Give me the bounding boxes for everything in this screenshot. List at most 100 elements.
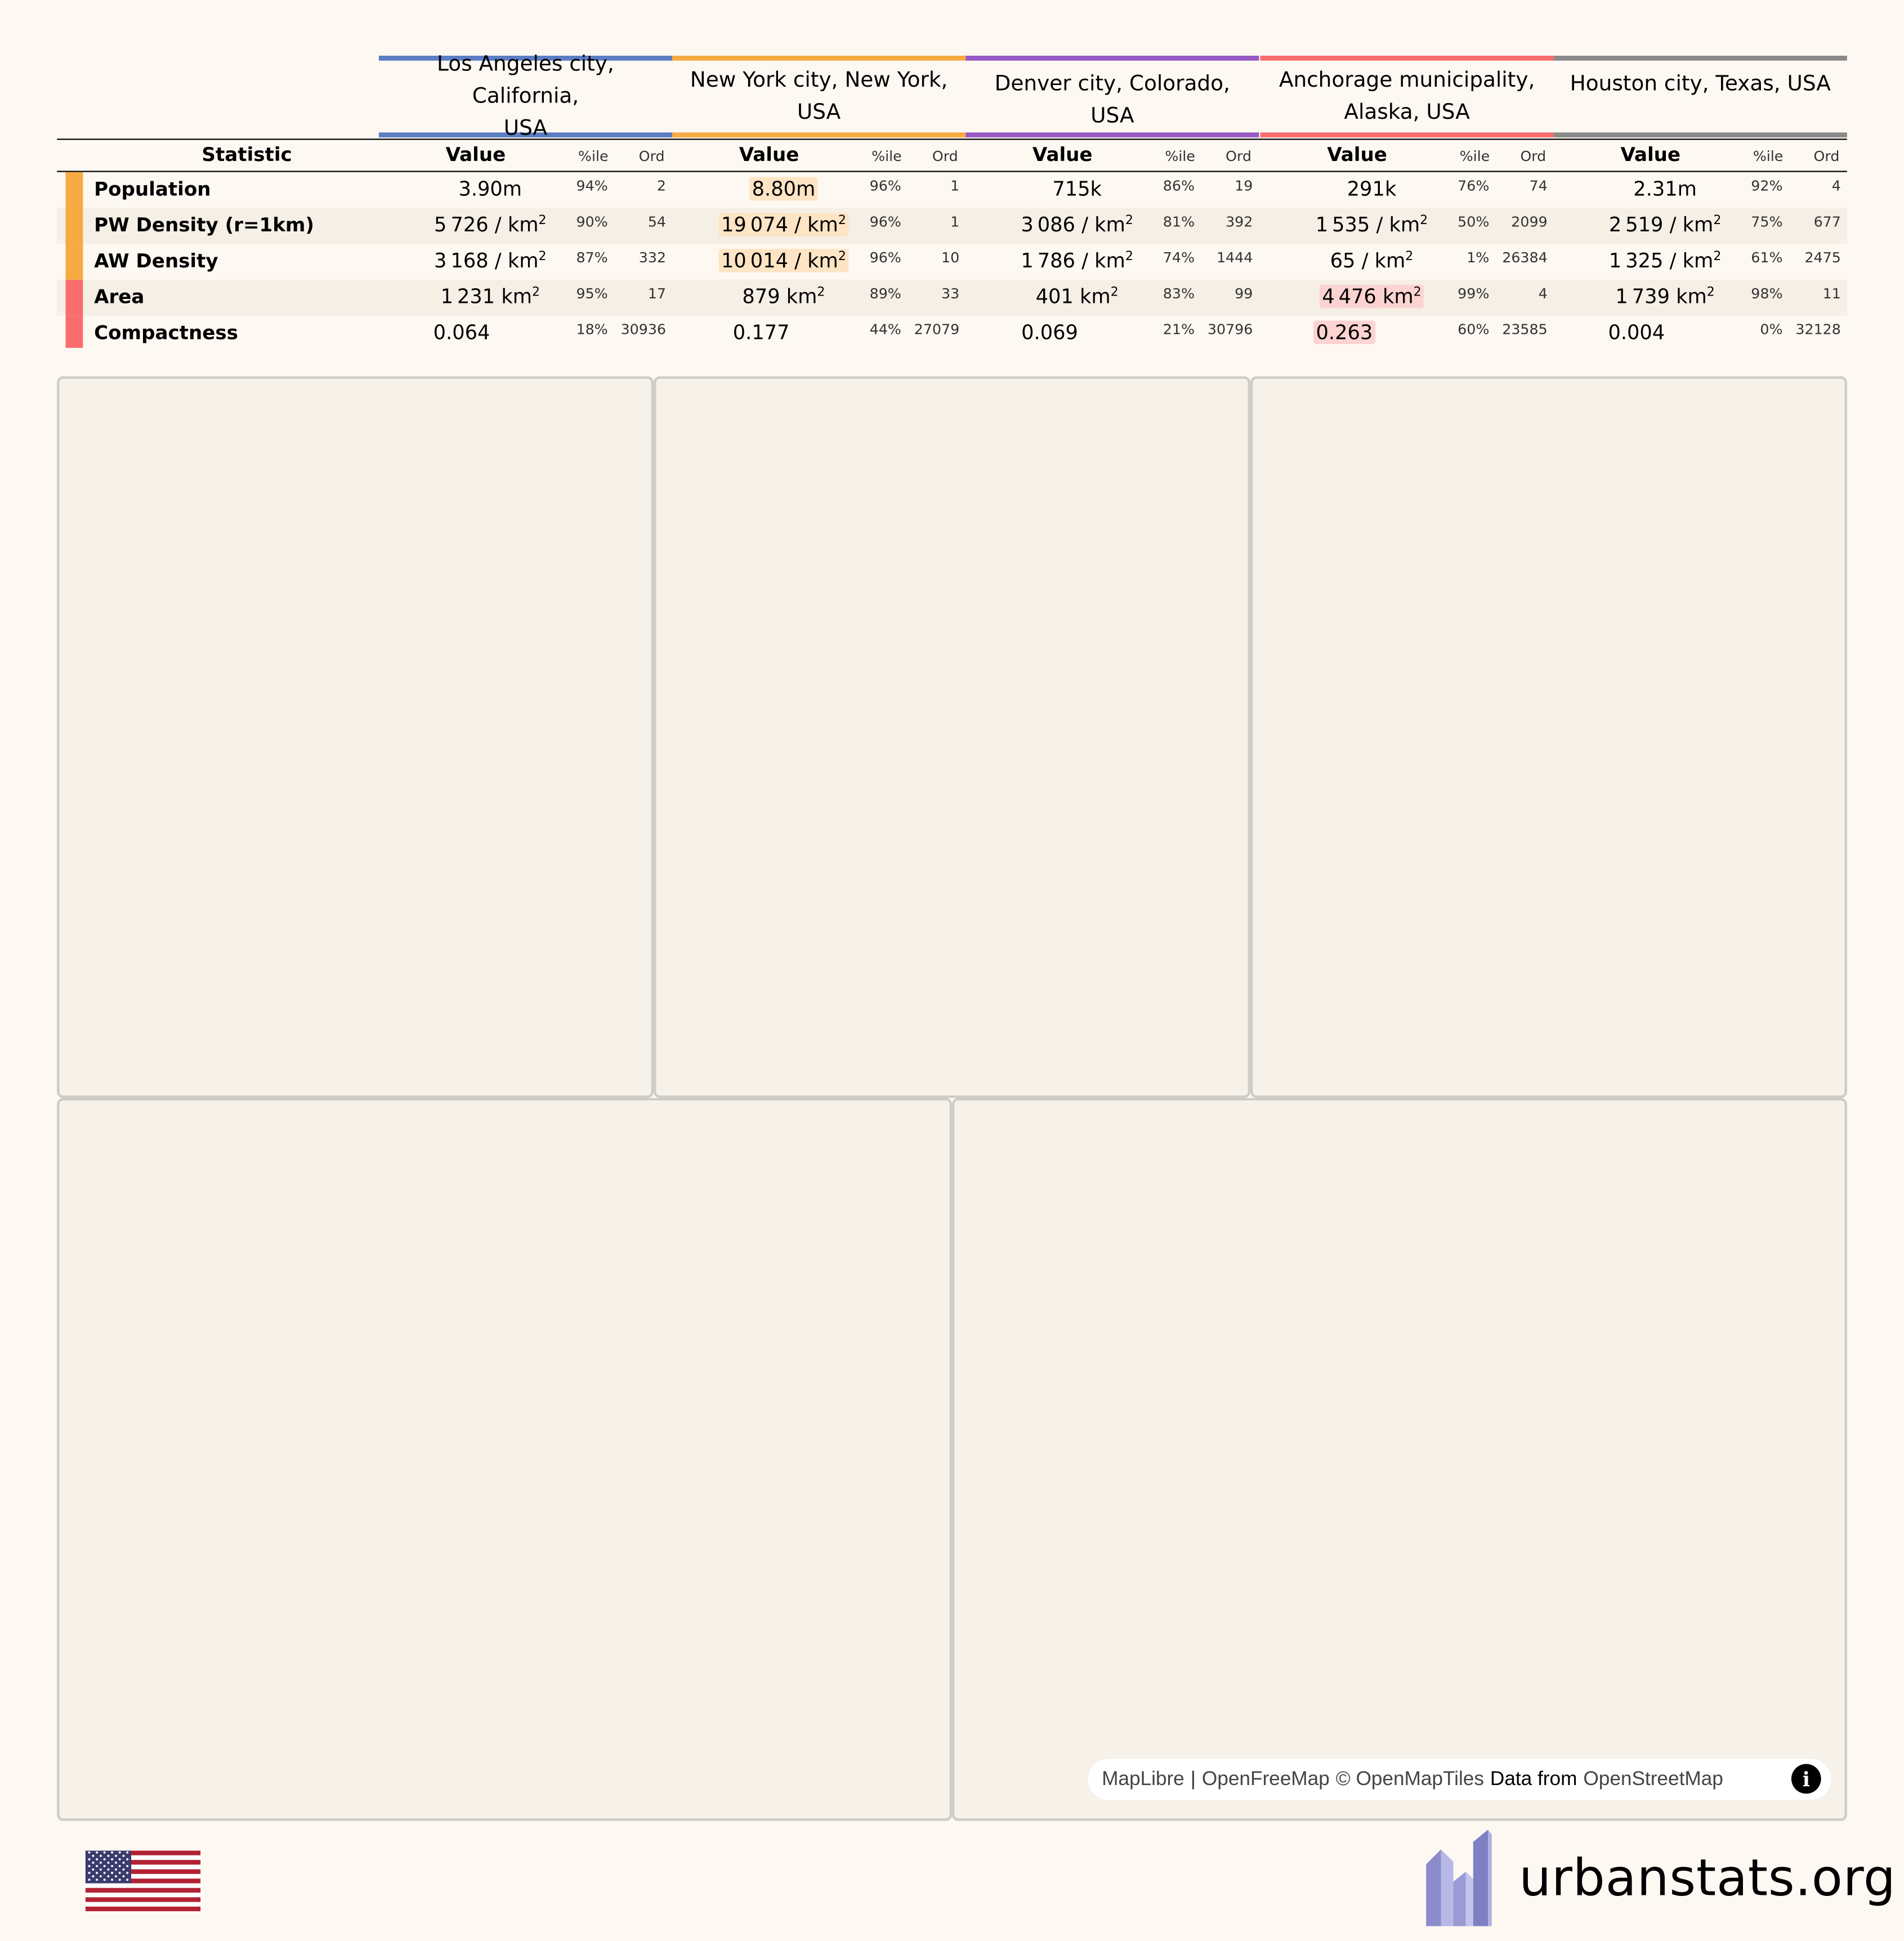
value-number: 8.80 (752, 177, 796, 201)
region-name-line1: Anchorage municipality, (1279, 67, 1535, 92)
region-name-line2: USA (797, 100, 841, 124)
ordinal-value[interactable]: 74 (1529, 177, 1548, 195)
ordinal-value[interactable]: 23585 (1502, 320, 1548, 338)
statistic-value: 0.064 (431, 321, 493, 345)
ordinal-value[interactable]: 332 (638, 248, 667, 266)
statistic-name[interactable]: PW Density (r=1km) (94, 214, 315, 237)
category-stripe (65, 315, 83, 348)
value-unit: / km (1355, 248, 1406, 272)
info-icon[interactable]: i (1791, 1764, 1821, 1794)
ordinal-value[interactable]: 26384 (1502, 248, 1548, 266)
value-number: 0.263 (1316, 320, 1373, 345)
percentile-value: 1% (1467, 248, 1490, 266)
value-unit-exponent: 2 (1125, 214, 1133, 228)
map-panel-houston[interactable] (952, 1098, 1847, 1821)
map-panel-denver[interactable] (1250, 376, 1847, 1098)
percentile-value: 0% (1760, 320, 1783, 338)
map-panel-new-york[interactable] (654, 376, 1250, 1098)
value-number: 0.064 (433, 320, 490, 345)
ordinal-header: Ord (1225, 147, 1252, 165)
value-number: 715 (1052, 177, 1090, 201)
ordinal-value[interactable]: 2475 (1804, 248, 1841, 266)
percentile-value: 76% (1458, 177, 1490, 195)
openmaptiles-link[interactable]: © OpenMapTiles (1335, 1768, 1484, 1790)
region-header[interactable]: Houston city, Texas, USA (1554, 56, 1847, 138)
statistic-name[interactable]: AW Density (94, 250, 218, 272)
region-header[interactable]: Anchorage municipality, Alaska, USA (1261, 56, 1554, 138)
value-number: 4 476 (1322, 284, 1376, 308)
value-number: 401 (1035, 284, 1074, 308)
region-color-bar-bottom (1260, 132, 1554, 138)
ordinal-value[interactable]: 99 (1235, 284, 1253, 302)
ordinal-value[interactable]: 17 (647, 284, 667, 302)
value-number: 0.004 (1608, 320, 1665, 345)
statistic-value: 5 726 / km2 (432, 213, 549, 236)
value-number: 1 535 (1315, 213, 1370, 237)
ordinal-header: Ord (1813, 147, 1840, 165)
value-unit: / km (1663, 213, 1714, 237)
region-color-bar-bottom (672, 132, 966, 138)
value-unit: m (502, 177, 522, 201)
value-unit-exponent: 2 (838, 250, 846, 264)
percentile-value: 92% (1751, 177, 1783, 195)
region-color-bar-bottom (1553, 132, 1847, 138)
value-unit: k (1384, 177, 1397, 201)
percentile-value: 89% (869, 284, 901, 302)
value-unit-exponent: 2 (538, 214, 547, 228)
region-name-line2: Alaska, USA (1344, 100, 1470, 124)
value-header: Value (1327, 144, 1387, 166)
percentile-value: 87% (576, 248, 608, 266)
map-attribution: MapLibre | OpenFreeMap © OpenMapTiles Da… (1088, 1759, 1831, 1800)
percentile-value: 94% (576, 177, 608, 195)
value-unit: / km (788, 213, 838, 237)
region-header[interactable]: Denver city, Colorado, USA (966, 56, 1259, 138)
statistic-name[interactable]: Population (94, 178, 211, 201)
ordinal-value[interactable]: 4 (1831, 177, 1841, 195)
maplibre-link[interactable]: MapLibre (1102, 1768, 1185, 1790)
us-flag-icon (85, 1850, 201, 1912)
value-number: 2 519 (1608, 213, 1664, 237)
category-stripe (65, 208, 83, 244)
ordinal-value[interactable]: 2099 (1511, 213, 1548, 231)
ordinal-value[interactable]: 19 (1235, 177, 1253, 195)
ordinal-value[interactable]: 392 (1226, 213, 1253, 231)
value-header: Value (739, 144, 799, 166)
ordinal-value[interactable]: 4 (1538, 284, 1548, 302)
statistic-value: 3 086 / km2 (1018, 213, 1136, 236)
statistic-value: 10 014 / km2 (718, 248, 849, 272)
ordinal-value[interactable]: 30796 (1207, 320, 1253, 338)
percentile-value: 81% (1163, 213, 1195, 231)
ordinal-value[interactable]: 1 (950, 177, 960, 195)
ordinal-value[interactable]: 2 (656, 177, 667, 195)
ordinal-value[interactable]: 54 (647, 213, 667, 231)
site-name[interactable]: urbanstats.org (1519, 1848, 1896, 1908)
map-panel-los-angeles[interactable] (57, 376, 654, 1098)
ordinal-value[interactable]: 1444 (1216, 248, 1253, 266)
statistic-name[interactable]: Area (94, 285, 145, 308)
region-header[interactable]: New York city, New York, USA (672, 56, 966, 138)
openstreetmap-link[interactable]: OpenStreetMap (1583, 1768, 1723, 1790)
value-number: 0.177 (732, 320, 790, 345)
value-unit: / km (488, 248, 539, 272)
region-name-line1: Houston city, Texas, USA (1570, 71, 1831, 97)
ordinal-value[interactable]: 1 (950, 213, 960, 231)
ordinal-value[interactable]: 27079 (914, 320, 960, 338)
percentile-header: %ile (871, 147, 902, 165)
ordinal-value[interactable]: 30936 (620, 320, 667, 338)
ordinal-value[interactable]: 32128 (1795, 320, 1841, 338)
value-unit: / km (1663, 248, 1714, 272)
ordinal-value[interactable]: 11 (1822, 284, 1841, 302)
region-header[interactable]: Los Angeles city, California, USA (379, 51, 672, 140)
openfreemap-link[interactable]: OpenFreeMap (1201, 1768, 1330, 1790)
statistic-value: 65 / km2 (1328, 249, 1415, 272)
value-number: 65 (1330, 248, 1356, 272)
statistic-value: 0.263 (1313, 320, 1375, 345)
map-panel-anchorage[interactable] (57, 1098, 953, 1821)
ordinal-value[interactable]: 677 (1813, 213, 1841, 231)
percentile-value: 75% (1751, 213, 1783, 231)
statistic-name[interactable]: Compactness (94, 321, 238, 345)
percentile-value: 90% (576, 213, 608, 231)
ordinal-value[interactable]: 33 (941, 284, 960, 302)
value-number: 1 231 (440, 284, 495, 308)
ordinal-value[interactable]: 10 (941, 248, 960, 266)
